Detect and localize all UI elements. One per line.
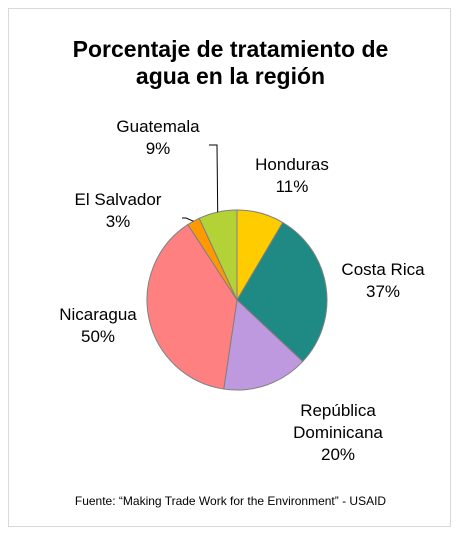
- pie-slice-costa-rica: [236, 221, 328, 363]
- data-label-honduras: Honduras 11%: [255, 155, 329, 196]
- leader-lines: [182, 144, 219, 222]
- chart-title: Porcentaje de tratamiento de agua en la …: [0, 36, 461, 90]
- data-label-nicaragua: Nicaragua 50%: [59, 305, 137, 346]
- pie-slices: [146, 209, 328, 391]
- source-note: Fuente: “Making Trade Work for the Envir…: [74, 494, 387, 508]
- pie-slice-republica-dominicana: [223, 298, 304, 391]
- data-label-el-salvador: El Salvador 3%: [75, 190, 162, 231]
- data-label-republica-dominicana: República Dominicana 20%: [293, 401, 383, 464]
- leader-line-guatemala: [209, 144, 219, 213]
- data-label-guatemala: Guatemala 9%: [116, 117, 200, 158]
- pie-slice-guatemala: [198, 209, 238, 301]
- chart-title-line-1: Porcentaje de tratamiento de: [72, 36, 389, 62]
- leader-line-el-salvador: [182, 217, 194, 222]
- chart-title-line-2: agua en la región: [135, 63, 326, 89]
- data-label-costa-rica: Costa Rica 37%: [341, 260, 425, 301]
- data-labels: Honduras 11% Costa Rica 37% República Dominic…: [59, 117, 425, 464]
